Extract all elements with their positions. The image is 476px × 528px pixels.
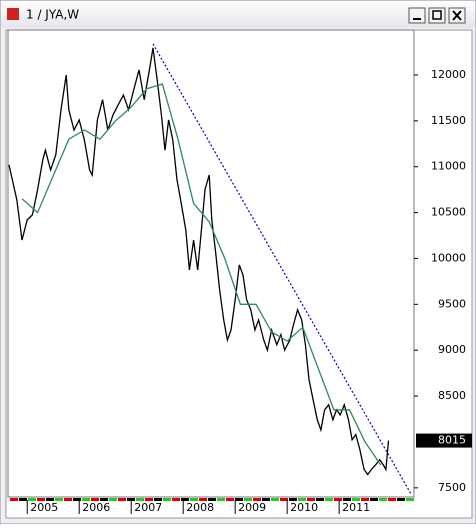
window-icon bbox=[7, 8, 19, 20]
strip-segment bbox=[55, 498, 63, 501]
strip-segment bbox=[262, 498, 270, 501]
close-icon bbox=[452, 10, 462, 21]
strip-segment bbox=[172, 498, 180, 501]
strip-segment bbox=[316, 498, 324, 501]
strip-segment bbox=[289, 498, 297, 501]
strip-segment bbox=[91, 498, 99, 501]
y-tick-label: 7500 bbox=[438, 481, 466, 494]
series-line bbox=[8, 47, 390, 476]
strip-segment bbox=[361, 498, 369, 501]
window-title: 1 / JYA,W bbox=[26, 8, 79, 22]
x-tick-label: 2008 bbox=[186, 501, 214, 514]
strip-segment bbox=[244, 498, 252, 501]
x-tick-label: 2005 bbox=[30, 501, 58, 514]
strip-segment bbox=[73, 498, 81, 501]
y-tick-label: 9000 bbox=[438, 343, 466, 356]
y-tick-label: 9500 bbox=[438, 297, 466, 310]
strip-segment bbox=[199, 498, 207, 501]
strip-segment bbox=[100, 498, 108, 501]
strip-segment bbox=[118, 498, 126, 501]
strip-segment bbox=[271, 498, 279, 501]
strip-segment bbox=[109, 498, 117, 501]
window-buttons[interactable] bbox=[408, 7, 466, 24]
strip-segment bbox=[145, 498, 153, 501]
plot-area bbox=[7, 29, 415, 498]
strip-segment bbox=[217, 498, 225, 501]
last-value-box bbox=[416, 433, 472, 448]
strip-segment bbox=[325, 498, 333, 501]
strip-segment bbox=[280, 498, 288, 501]
strip-segment bbox=[226, 498, 234, 501]
y-tick-label: 10500 bbox=[431, 206, 466, 219]
strip-segment bbox=[190, 498, 198, 501]
strip-segment bbox=[82, 498, 90, 501]
strip-segment bbox=[46, 498, 54, 501]
strip-segment bbox=[10, 498, 18, 501]
strip-segment bbox=[397, 498, 405, 501]
y-tick-label: 11000 bbox=[431, 160, 466, 173]
series-line bbox=[152, 43, 412, 495]
minimize-button[interactable] bbox=[408, 7, 426, 24]
strip-segment bbox=[379, 498, 387, 501]
title-bar bbox=[1, 1, 475, 28]
y-tick-label: 11500 bbox=[431, 114, 466, 127]
y-tick-label: 8500 bbox=[438, 389, 466, 402]
strip-segment bbox=[136, 498, 144, 501]
strip-segment bbox=[181, 498, 189, 501]
strip-segment bbox=[163, 498, 171, 501]
x-tick-label: 2010 bbox=[290, 501, 318, 514]
x-tick-label: 2006 bbox=[82, 501, 110, 514]
strip-segment bbox=[334, 498, 342, 501]
strip-segment bbox=[64, 498, 72, 501]
strip-segment bbox=[28, 498, 36, 501]
strip-segment bbox=[235, 498, 243, 501]
strip-segment bbox=[37, 498, 45, 501]
strip-segment bbox=[154, 498, 162, 501]
strip-segment bbox=[388, 498, 396, 501]
strip-segment bbox=[127, 498, 135, 501]
strip-segment bbox=[298, 498, 306, 501]
strip-segment bbox=[352, 498, 360, 501]
strip-segment bbox=[253, 498, 261, 501]
y-tick-label: 10000 bbox=[431, 251, 466, 264]
x-tick-label: 2007 bbox=[134, 501, 162, 514]
last-value-label: 8015 bbox=[438, 434, 466, 447]
x-tick-label: 2009 bbox=[238, 501, 266, 514]
series-line bbox=[21, 83, 382, 466]
strip-segment bbox=[19, 498, 27, 501]
strip-segment bbox=[343, 498, 351, 501]
strip-segment bbox=[406, 498, 414, 501]
y-tick-label: 12000 bbox=[431, 68, 466, 81]
strip-segment bbox=[307, 498, 315, 501]
maximize-icon bbox=[432, 10, 442, 20]
x-tick-label: 2011 bbox=[342, 501, 370, 514]
strip-segment bbox=[370, 498, 378, 501]
strip-segment bbox=[208, 498, 216, 501]
